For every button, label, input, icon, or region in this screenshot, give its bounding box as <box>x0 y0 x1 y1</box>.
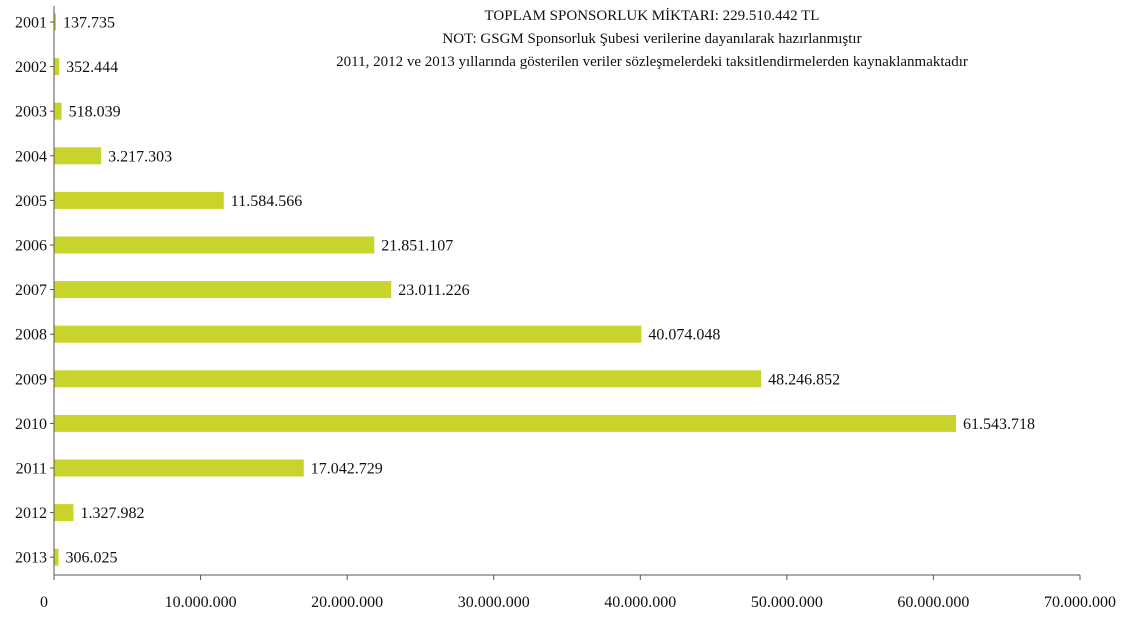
category-label-2008: 2008 <box>15 327 47 344</box>
data-label-2013: 306.025 <box>65 550 117 567</box>
x-tick-label: 10.000.000 <box>165 594 237 611</box>
bar-2006 <box>54 236 375 254</box>
category-label-2002: 2002 <box>15 59 47 76</box>
category-label-2010: 2010 <box>15 416 47 433</box>
category-label-2003: 2003 <box>15 104 47 121</box>
bar-2008 <box>54 325 642 343</box>
chart-title-line-1: TOPLAM SPONSORLUK MİKTARI: 229.510.442 T… <box>485 8 820 24</box>
data-label-2002: 352.444 <box>66 59 118 76</box>
x-tick-label: 40.000.000 <box>604 594 676 611</box>
category-label-2001: 2001 <box>15 15 47 32</box>
y-axis-category-labels: 2001 2002 2003 2004 2005 2006 2007 2008 2009 2010… <box>15 15 47 567</box>
data-label-2010: 61.543.718 <box>963 416 1035 433</box>
data-label-2009: 48.246.852 <box>768 371 840 388</box>
bar-2001 <box>54 13 57 31</box>
data-label-2001: 137.735 <box>63 15 115 32</box>
data-label-2012: 1.327.982 <box>80 505 144 522</box>
data-label-2004: 3.217.303 <box>108 148 172 165</box>
data-label-2003: 518.039 <box>69 104 121 121</box>
bar-2012 <box>54 504 74 522</box>
bar-2002 <box>54 58 60 76</box>
chart-title-line-3: 2011, 2012 ve 2013 yıllarında gösterilen… <box>336 54 968 70</box>
data-label-2005: 11.584.566 <box>231 193 302 210</box>
bar-2011 <box>54 459 304 477</box>
x-tick-label: 50.000.000 <box>751 594 823 611</box>
x-axis-tick-labels: 0 10.000.000 20.000.000 30.000.000 40.000.00… <box>40 594 1116 611</box>
bar-2010 <box>54 414 957 432</box>
category-label-2005: 2005 <box>15 193 47 210</box>
bar-2007 <box>54 281 392 299</box>
bar-2009 <box>54 370 762 388</box>
bar-2013 <box>54 548 59 566</box>
data-label-2008: 40.074.048 <box>648 327 720 344</box>
data-label-2006: 21.851.107 <box>381 238 453 255</box>
category-label-2009: 2009 <box>15 371 47 388</box>
x-tick-label: 20.000.000 <box>311 594 383 611</box>
bar-2005 <box>54 191 224 209</box>
category-label-2006: 2006 <box>15 238 47 255</box>
x-tick-label: 0 <box>40 594 48 611</box>
data-label-2011: 17.042.729 <box>311 461 383 478</box>
category-label-2007: 2007 <box>15 282 47 299</box>
category-label-2013: 2013 <box>15 550 47 567</box>
chart-title-line-2: NOT: GSGM Sponsorluk Şubesi verilerine d… <box>442 31 861 47</box>
data-labels-group: 137.735 352.444 518.039 3.217.303 11.584.566… <box>63 15 1035 567</box>
x-tick-label: 60.000.000 <box>897 594 969 611</box>
category-label-2011: 2011 <box>16 461 47 478</box>
x-tick-label: 30.000.000 <box>458 594 530 611</box>
bar-2003 <box>54 102 62 120</box>
x-tick-label: 70.000.000 <box>1044 594 1116 611</box>
bars-group <box>54 13 957 566</box>
data-label-2007: 23.011.226 <box>398 282 469 299</box>
category-label-2012: 2012 <box>15 505 47 522</box>
chart-title-block: TOPLAM SPONSORLUK MİKTARI: 229.510.442 T… <box>336 8 968 70</box>
category-label-2004: 2004 <box>15 148 47 165</box>
axes-group <box>50 6 1081 580</box>
bar-2004 <box>54 147 102 165</box>
